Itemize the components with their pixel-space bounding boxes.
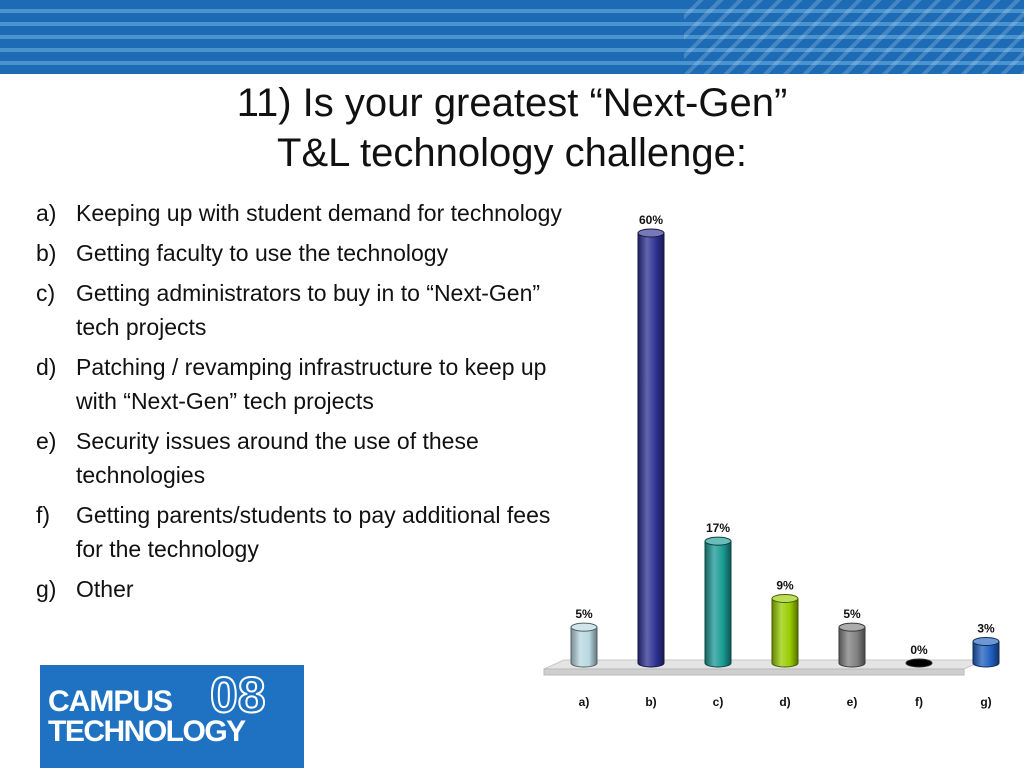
bar-top bbox=[838, 622, 866, 632]
bar-f bbox=[905, 658, 933, 668]
category-label: g) bbox=[980, 695, 991, 709]
bar-g bbox=[972, 641, 1000, 668]
logo-word-campus: CAMPUS bbox=[48, 685, 173, 718]
data-label: 17% bbox=[706, 521, 730, 535]
answer-options-list: a) Keeping up with student demand for tec… bbox=[36, 196, 566, 612]
category-label: b) bbox=[645, 695, 656, 709]
answer-option: f) Getting parents/students to pay additi… bbox=[36, 498, 566, 566]
answer-option: e) Security issues around the use of thes… bbox=[36, 424, 566, 492]
bar-chart: 5% a) 60% b) 17% c) 9% d) 5% e) 0% f) 3% g) bbox=[543, 213, 1000, 709]
data-label: 60% bbox=[639, 213, 663, 227]
category-label: c) bbox=[713, 695, 724, 709]
slide-title: 11) Is your greatest “Next-Gen” T&L tech… bbox=[0, 78, 1024, 178]
answer-option-text: Keeping up with student demand for techn… bbox=[76, 200, 562, 226]
logo-year: 08 bbox=[209, 666, 267, 724]
answer-option: b) Getting faculty to use the technology bbox=[36, 236, 566, 270]
bar-d bbox=[771, 598, 799, 668]
answer-option-letter: f) bbox=[36, 502, 51, 528]
category-label: d) bbox=[779, 695, 790, 709]
answer-option-text: Other bbox=[76, 576, 134, 602]
answer-option-text: Getting parents/students to pay addition… bbox=[76, 502, 551, 562]
bar-top bbox=[972, 637, 1000, 646]
data-label: 0% bbox=[910, 643, 928, 657]
answer-option: c) Getting administrators to buy in to “N… bbox=[36, 276, 566, 344]
logo-word-technology: TECHNOLOGY bbox=[48, 715, 246, 748]
answer-option: a) Keeping up with student demand for tec… bbox=[36, 196, 566, 230]
answer-option-letter: d) bbox=[36, 354, 57, 380]
category-label: f) bbox=[915, 695, 923, 709]
answer-option-letter: g) bbox=[36, 576, 57, 602]
answer-option: g) Other bbox=[36, 572, 566, 606]
bar-top bbox=[704, 536, 732, 546]
data-label: 9% bbox=[776, 579, 794, 593]
answer-option: d) Patching / revamping infrastructure to… bbox=[36, 350, 566, 418]
bar-top bbox=[771, 594, 799, 603]
header-banner bbox=[0, 0, 1024, 74]
bar-b bbox=[637, 232, 665, 668]
answer-option-text: Getting administrators to buy in to “Nex… bbox=[76, 280, 541, 340]
answer-option-letter: b) bbox=[36, 240, 57, 266]
answer-option-text: Patching / revamping infrastructure to k… bbox=[76, 354, 547, 414]
answer-option-letter: e) bbox=[36, 428, 57, 454]
answer-option-letter: a) bbox=[36, 200, 57, 226]
bar-a bbox=[570, 626, 598, 668]
answer-option-text: Security issues around the use of these … bbox=[76, 428, 479, 488]
data-label: 5% bbox=[843, 607, 861, 621]
category-label: a) bbox=[579, 695, 590, 709]
campus-technology-logo: CAMPUS TECHNOLOGY 08 bbox=[40, 665, 304, 768]
chart-floor-edge bbox=[543, 668, 965, 676]
bar-top bbox=[570, 622, 598, 632]
title-line-1: 11) Is your greatest “Next-Gen” bbox=[236, 81, 788, 125]
bar-c bbox=[704, 540, 732, 668]
bar-e bbox=[838, 626, 866, 668]
answer-option-letter: c) bbox=[36, 280, 56, 306]
bar-top bbox=[637, 228, 665, 238]
banner-pattern bbox=[684, 0, 1024, 74]
data-label: 3% bbox=[977, 622, 995, 636]
answer-option-text: Getting faculty to use the technology bbox=[76, 240, 449, 266]
category-label: e) bbox=[847, 695, 858, 709]
data-label: 5% bbox=[575, 607, 593, 621]
title-line-2: T&L technology challenge: bbox=[277, 131, 747, 175]
